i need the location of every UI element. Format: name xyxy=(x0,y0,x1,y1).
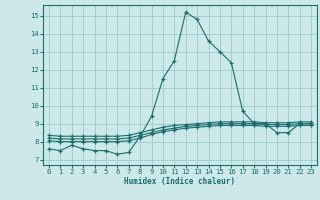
X-axis label: Humidex (Indice chaleur): Humidex (Indice chaleur) xyxy=(124,177,236,186)
